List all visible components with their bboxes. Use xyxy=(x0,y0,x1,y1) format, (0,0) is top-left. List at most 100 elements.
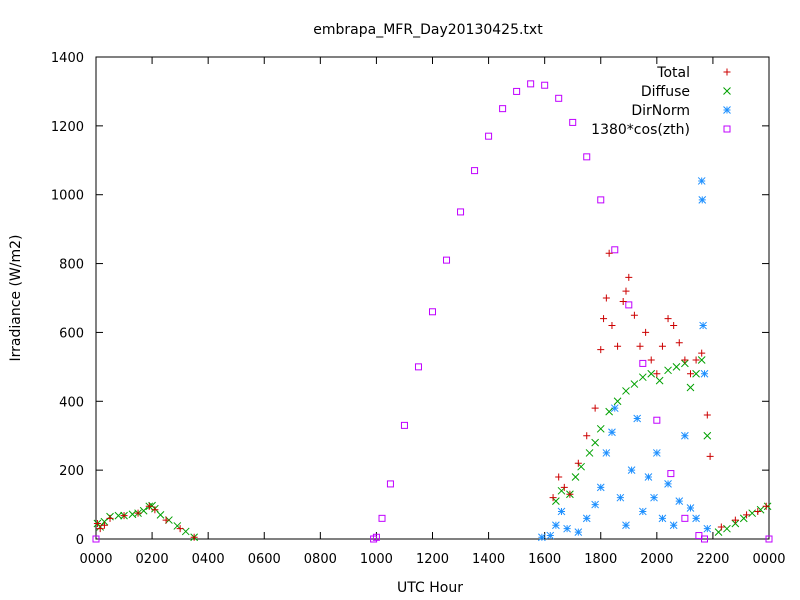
data-point xyxy=(655,376,664,385)
y-tick-label: 400 xyxy=(59,395,84,410)
data-point xyxy=(681,514,689,522)
data-point xyxy=(653,416,661,424)
data-point xyxy=(372,533,380,541)
data-point xyxy=(706,452,714,460)
data-point xyxy=(566,490,574,498)
data-point xyxy=(190,533,198,541)
data-point xyxy=(664,315,672,323)
chart-title: embrapa_MFR_Day20130425.txt xyxy=(313,22,543,38)
data-point xyxy=(650,493,658,502)
data-point xyxy=(669,521,678,530)
data-point xyxy=(151,506,159,514)
data-point xyxy=(591,438,599,447)
series-total xyxy=(93,249,770,541)
y-axis-label: Irradiance (W/m2) xyxy=(8,235,24,362)
data-point xyxy=(653,370,661,378)
data-point xyxy=(658,342,666,350)
data-point xyxy=(597,196,605,204)
y-tick-label: 200 xyxy=(59,464,84,479)
data-point xyxy=(100,521,108,529)
data-point xyxy=(630,311,638,319)
data-point xyxy=(557,507,566,516)
data-point xyxy=(644,473,653,481)
y-tick-label: 1400 xyxy=(51,51,84,66)
data-point xyxy=(686,383,695,392)
data-point xyxy=(692,369,700,378)
data-point xyxy=(762,502,770,510)
data-point xyxy=(723,524,731,533)
data-point xyxy=(134,509,142,517)
data-point xyxy=(591,404,599,412)
data-point xyxy=(638,373,647,382)
data-point xyxy=(613,397,622,406)
data-point xyxy=(156,511,165,519)
data-point xyxy=(681,356,689,364)
data-point xyxy=(574,528,583,536)
data-point xyxy=(699,321,707,330)
x-tick-label: 1200 xyxy=(416,552,449,567)
x-tick-label: 0200 xyxy=(136,552,169,567)
data-point xyxy=(675,497,684,505)
data-point xyxy=(614,342,622,350)
data-point xyxy=(625,301,633,309)
x-tick-label: 1600 xyxy=(528,552,561,567)
data-point xyxy=(638,507,647,516)
legend-label: DirNorm xyxy=(631,103,690,119)
data-point xyxy=(616,493,625,502)
data-point xyxy=(583,153,591,161)
data-point xyxy=(700,369,709,378)
data-point xyxy=(114,511,123,520)
data-point xyxy=(443,256,451,264)
series-diffuse xyxy=(93,356,772,542)
data-point xyxy=(731,516,739,524)
data-point xyxy=(686,370,694,378)
data-point xyxy=(681,431,689,440)
data-point xyxy=(552,521,560,530)
data-point xyxy=(106,514,114,522)
data-point xyxy=(743,511,751,519)
data-point xyxy=(120,512,128,520)
data-point xyxy=(596,424,605,433)
data-point xyxy=(703,431,712,440)
data-point xyxy=(658,514,667,523)
data-point xyxy=(569,118,577,126)
data-point xyxy=(93,520,101,528)
data-point xyxy=(622,521,630,530)
data-point xyxy=(555,473,563,481)
data-point xyxy=(686,504,695,512)
x-tick-label: 0800 xyxy=(304,552,337,567)
x-tick-label: 2000 xyxy=(640,552,673,567)
data-point xyxy=(583,432,591,440)
data-point xyxy=(664,480,672,488)
data-point xyxy=(546,531,555,540)
data-point xyxy=(639,359,647,367)
data-point xyxy=(754,507,762,515)
data-point xyxy=(692,356,700,364)
x-tick-label: 2200 xyxy=(696,552,729,567)
data-point xyxy=(499,105,507,113)
data-point xyxy=(697,356,706,364)
data-point xyxy=(605,249,613,257)
data-point xyxy=(642,328,650,336)
data-point xyxy=(619,297,627,305)
data-point xyxy=(622,287,630,295)
data-point xyxy=(597,346,605,354)
data-point xyxy=(555,94,563,102)
data-point xyxy=(600,315,608,323)
data-point xyxy=(176,525,184,533)
data-point xyxy=(703,524,712,533)
x-axis-label: UTC Hour xyxy=(397,580,463,596)
data-point xyxy=(574,459,582,467)
y-tick-label: 0 xyxy=(76,533,84,548)
data-point xyxy=(664,366,672,375)
data-point xyxy=(527,80,535,88)
data-point xyxy=(625,273,633,281)
data-point xyxy=(560,483,568,491)
data-point xyxy=(145,502,153,510)
data-point xyxy=(647,369,656,378)
x-tick-label: 0400 xyxy=(192,552,225,567)
data-point xyxy=(602,449,611,457)
data-point xyxy=(611,246,619,254)
x-tick-label: 1000 xyxy=(360,552,393,567)
